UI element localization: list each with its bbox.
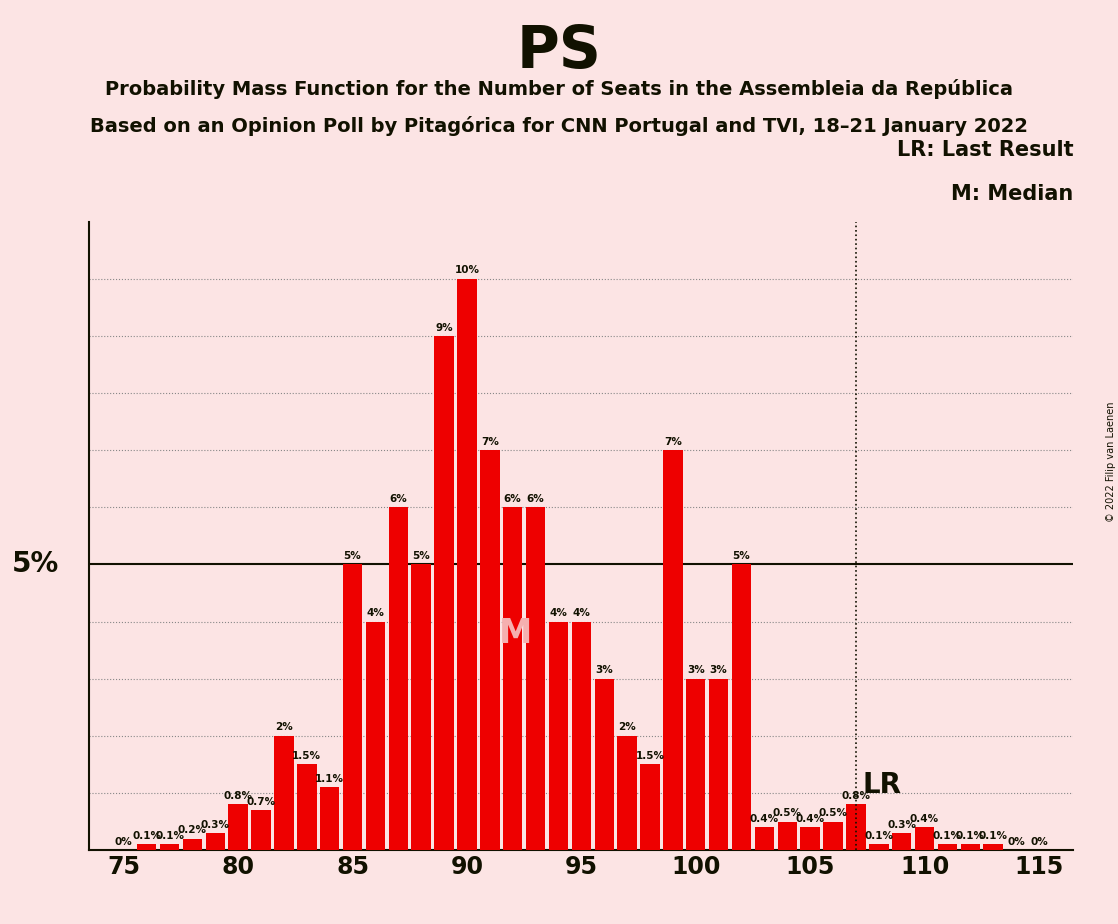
Text: PS: PS — [517, 23, 601, 80]
Bar — [366, 622, 386, 850]
Bar — [709, 679, 728, 850]
Bar — [686, 679, 705, 850]
Text: Based on an Opinion Poll by Pitagórica for CNN Portugal and TVI, 18–21 January 2: Based on an Opinion Poll by Pitagórica f… — [91, 116, 1027, 136]
Bar — [595, 679, 614, 850]
Bar — [525, 507, 546, 850]
Text: 6%: 6% — [389, 494, 407, 504]
Text: LR: Last Result: LR: Last Result — [897, 140, 1073, 160]
Text: 6%: 6% — [504, 494, 522, 504]
Bar — [136, 845, 157, 850]
Bar — [571, 622, 591, 850]
Text: 5%: 5% — [413, 551, 430, 561]
Bar — [252, 810, 271, 850]
Bar — [755, 827, 774, 850]
Bar — [823, 821, 843, 850]
Bar — [732, 565, 751, 850]
Text: 5%: 5% — [343, 551, 361, 561]
Text: Probability Mass Function for the Number of Seats in the Assembleia da República: Probability Mass Function for the Number… — [105, 79, 1013, 99]
Text: 2%: 2% — [618, 723, 636, 733]
Text: 4%: 4% — [367, 608, 385, 618]
Text: 4%: 4% — [550, 608, 568, 618]
Text: 4%: 4% — [572, 608, 590, 618]
Text: 0%: 0% — [115, 836, 133, 846]
Bar — [503, 507, 522, 850]
Bar — [389, 507, 408, 850]
Bar — [617, 736, 637, 850]
Text: 3%: 3% — [686, 665, 704, 675]
Text: 0.4%: 0.4% — [750, 814, 779, 824]
Text: 0.1%: 0.1% — [956, 831, 985, 841]
Text: 0.8%: 0.8% — [842, 791, 871, 801]
Text: 0%: 0% — [1030, 836, 1048, 846]
Text: 0.4%: 0.4% — [910, 814, 939, 824]
Bar — [938, 845, 957, 850]
Bar — [846, 805, 865, 850]
Bar — [206, 833, 225, 850]
Text: 7%: 7% — [664, 437, 682, 447]
Text: 10%: 10% — [454, 265, 480, 275]
Text: 5%: 5% — [732, 551, 750, 561]
Bar — [892, 833, 911, 850]
Text: 0.7%: 0.7% — [246, 796, 276, 807]
Text: 0.3%: 0.3% — [201, 820, 230, 830]
Text: 2%: 2% — [275, 723, 293, 733]
Bar — [915, 827, 935, 850]
Bar — [549, 622, 568, 850]
Text: 3%: 3% — [596, 665, 613, 675]
Bar — [457, 279, 476, 850]
Bar — [960, 845, 980, 850]
Text: 0.2%: 0.2% — [178, 825, 207, 835]
Bar — [160, 845, 179, 850]
Bar — [343, 565, 362, 850]
Text: 0.4%: 0.4% — [796, 814, 825, 824]
Bar — [641, 764, 660, 850]
Bar — [182, 839, 202, 850]
Text: 1.5%: 1.5% — [292, 751, 321, 761]
Text: 1.5%: 1.5% — [635, 751, 664, 761]
Bar — [984, 845, 1003, 850]
Text: 7%: 7% — [481, 437, 499, 447]
Text: LR: LR — [863, 771, 902, 798]
Text: 3%: 3% — [710, 665, 728, 675]
Bar — [228, 805, 248, 850]
Bar — [274, 736, 294, 850]
Text: 0.1%: 0.1% — [132, 831, 161, 841]
Text: M: Median: M: Median — [951, 184, 1073, 204]
Text: 5%: 5% — [11, 551, 59, 578]
Text: 0.1%: 0.1% — [155, 831, 184, 841]
Text: 0.1%: 0.1% — [864, 831, 893, 841]
Bar — [320, 787, 340, 850]
Text: 9%: 9% — [435, 322, 453, 333]
Bar — [663, 450, 683, 850]
Text: 0.8%: 0.8% — [224, 791, 253, 801]
Bar — [411, 565, 430, 850]
Bar — [777, 821, 797, 850]
Text: 0%: 0% — [1007, 836, 1025, 846]
Text: 6%: 6% — [527, 494, 544, 504]
Bar — [869, 845, 889, 850]
Bar — [480, 450, 500, 850]
Bar — [297, 764, 316, 850]
Text: © 2022 Filip van Laenen: © 2022 Filip van Laenen — [1106, 402, 1116, 522]
Text: 0.3%: 0.3% — [888, 820, 916, 830]
Bar — [800, 827, 819, 850]
Text: 0.5%: 0.5% — [773, 808, 802, 818]
Text: 0.1%: 0.1% — [978, 831, 1007, 841]
Text: 1.1%: 1.1% — [315, 773, 344, 784]
Text: 0.5%: 0.5% — [818, 808, 847, 818]
Text: 0.1%: 0.1% — [932, 831, 961, 841]
Text: M: M — [499, 616, 532, 650]
Bar — [435, 336, 454, 850]
